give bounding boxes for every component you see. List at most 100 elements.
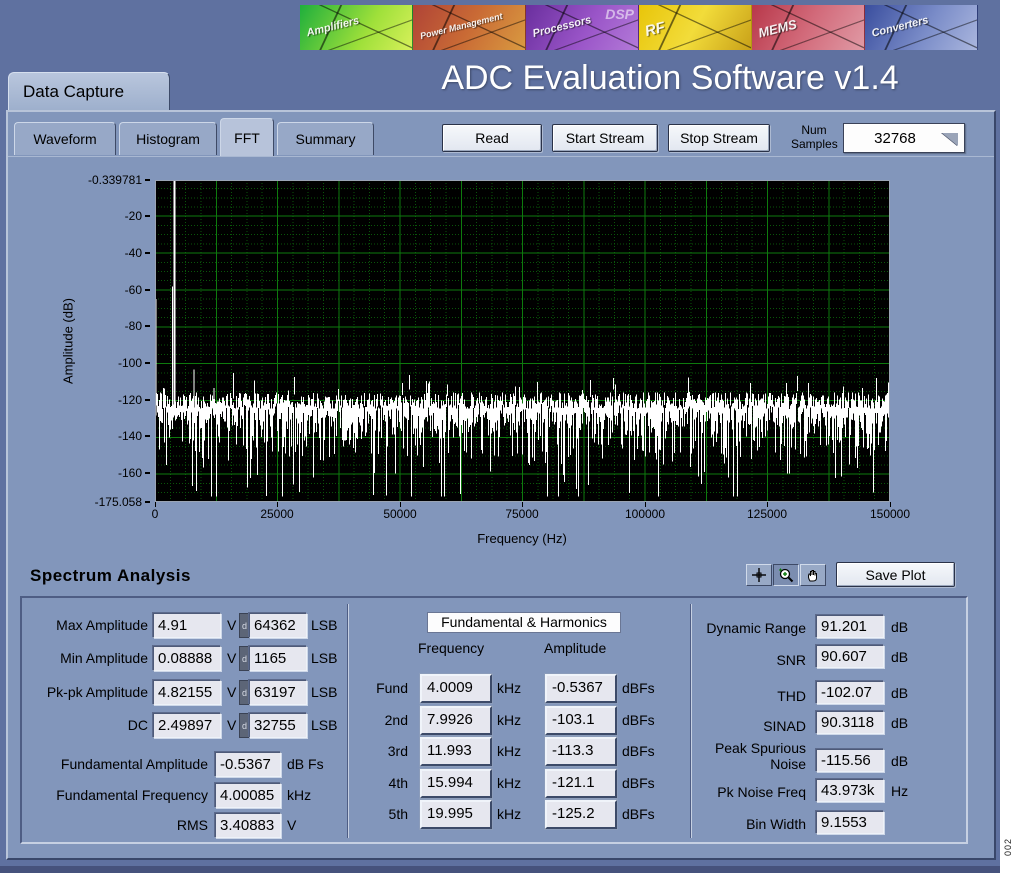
h3-frequency-value: 11.993 xyxy=(420,737,492,766)
h3-row-label: 3rd xyxy=(387,743,408,759)
x-tick: 25000 xyxy=(242,502,312,522)
db-unit: dB xyxy=(891,715,909,731)
app-window: Amplifiers Power Management DSP Processor… xyxy=(0,0,1000,873)
tab-histogram[interactable]: Histogram xyxy=(119,122,217,155)
radix-indicator: d xyxy=(239,613,249,638)
banner-tile-label: Amplifiers xyxy=(305,14,361,40)
thd-label: THD xyxy=(777,688,806,704)
volts-unit: V xyxy=(227,717,237,733)
snr-value: 90.607 xyxy=(816,645,884,668)
product-banner: Amplifiers Power Management DSP Processor… xyxy=(300,5,978,50)
pan-tool-button[interactable] xyxy=(800,564,826,586)
khz-unit: kHz xyxy=(497,712,522,728)
min-amplitude-label: Min Amplitude xyxy=(60,650,148,666)
num-samples-dropdown[interactable]: 32768 xyxy=(843,123,965,153)
bin-width-label: Bin Width xyxy=(746,816,806,832)
hz-unit: Hz xyxy=(891,783,909,799)
frequency-column-header: Frequency xyxy=(418,640,485,656)
lsb-unit: LSB xyxy=(311,717,338,733)
cursor-tool-button[interactable] xyxy=(746,564,772,586)
banner-tile-processors: DSP Processors xyxy=(526,5,639,50)
banner-tile-label: MEMS xyxy=(756,16,799,41)
pk-noise-freq-value: 43.973k xyxy=(816,779,884,802)
max-amplitude-volts-value: 4.91 xyxy=(153,613,221,638)
dc-volts-value: 2.49897 xyxy=(153,713,221,738)
dc-lsb-value: 32755 xyxy=(249,713,307,738)
zoom-tool-button[interactable] xyxy=(773,564,799,586)
sinad-label: SINAD xyxy=(763,718,806,734)
h4-row-label: 4th xyxy=(388,775,408,791)
column-divider xyxy=(347,604,349,838)
bin-width-value: 9.1553 xyxy=(816,811,884,834)
pk-noise-freq-label: Pk Noise Freq xyxy=(717,784,806,800)
num-samples-label-line1: Num xyxy=(801,123,827,137)
dbfs-unit: dB Fs xyxy=(287,756,324,772)
dynamic-range-label: Dynamic Range xyxy=(706,620,806,636)
fundamental-amplitude-label: Fundamental Amplitude xyxy=(60,756,208,772)
dynamic-range-value: 91.201 xyxy=(816,615,884,638)
h5-frequency-value: 19.995 xyxy=(420,800,492,829)
fund-frequency-value: 4.0009 xyxy=(420,674,492,703)
fft-plot[interactable] xyxy=(155,180,890,502)
fundamental-amplitude-value: -0.5367 xyxy=(215,752,281,777)
num-samples-label-line2: Samples xyxy=(791,137,838,151)
h4-amplitude-value: -121.1 xyxy=(545,769,617,798)
num-samples-value: 32768 xyxy=(874,129,916,147)
fund-row-label: Fund xyxy=(376,680,408,696)
peak-spurious-noise-value: -115.56 xyxy=(816,749,884,772)
amplitude-column-header: Amplitude xyxy=(544,640,607,656)
lsb-unit: LSB xyxy=(311,650,338,666)
pkpk-amplitude-lsb-value: 63197 xyxy=(249,680,307,705)
min-amplitude-lsb-value: 1165 xyxy=(249,646,307,671)
x-tick: 125000 xyxy=(732,502,802,522)
db-unit: dB xyxy=(891,753,909,769)
banner-tile-label: Power Management xyxy=(419,10,504,42)
tab-waveform[interactable]: Waveform xyxy=(14,122,116,155)
db-unit: dB xyxy=(891,619,909,635)
dbfs-unit: dBFs xyxy=(622,712,655,728)
tab-data-capture[interactable]: Data Capture xyxy=(8,72,170,112)
y-tick: -60 xyxy=(54,282,150,298)
figure-number-label: 002 xyxy=(1003,838,1013,857)
lsb-unit: LSB xyxy=(311,617,338,633)
tab-summary[interactable]: Summary xyxy=(277,122,374,155)
max-amplitude-lsb-value: 64362 xyxy=(249,613,307,638)
volts-unit: V xyxy=(227,650,237,666)
fundamental-frequency-value: 4.00085 xyxy=(215,783,281,808)
banner-tile-sub-label: DSP xyxy=(605,6,634,22)
dropdown-arrow-icon xyxy=(942,133,958,146)
h5-row-label: 5th xyxy=(388,806,408,822)
dbfs-unit: dBFs xyxy=(622,806,655,822)
banner-tile-converters: Converters xyxy=(865,5,978,50)
save-plot-button[interactable]: Save Plot xyxy=(836,562,955,587)
banner-tile-mems: MEMS xyxy=(752,5,865,50)
x-tick: 0 xyxy=(120,502,190,522)
tab-fft[interactable]: FFT xyxy=(220,118,274,156)
radix-indicator: d xyxy=(239,646,249,671)
spectrum-analysis-group xyxy=(20,596,968,844)
y-tick: -175.058 xyxy=(54,494,150,510)
volts-unit: V xyxy=(227,684,237,700)
banner-tile-rf: RF xyxy=(639,5,752,50)
x-tick: 50000 xyxy=(365,502,435,522)
h5-amplitude-value: -125.2 xyxy=(545,800,617,829)
khz-unit: kHz xyxy=(497,743,522,759)
y-tick: -140 xyxy=(54,428,150,444)
volts-unit: V xyxy=(227,617,237,633)
khz-unit: kHz xyxy=(287,787,312,803)
y-tick: -160 xyxy=(54,465,150,481)
pkpk-amplitude-label: Pk-pk Amplitude xyxy=(46,684,148,700)
fund-amplitude-value: -0.5367 xyxy=(545,674,617,703)
stop-stream-button[interactable]: Stop Stream xyxy=(668,124,770,152)
x-tick: 150000 xyxy=(855,502,925,522)
y-tick: -0.339781 xyxy=(54,172,150,188)
db-unit: dB xyxy=(891,649,909,665)
khz-unit: kHz xyxy=(497,775,522,791)
x-tick: 75000 xyxy=(487,502,557,522)
start-stream-button[interactable]: Start Stream xyxy=(552,124,658,152)
h2-row-label: 2nd xyxy=(384,712,408,728)
db-unit: dB xyxy=(891,685,909,701)
crosshair-icon xyxy=(752,568,766,582)
dbfs-unit: dBFs xyxy=(622,743,655,759)
read-button[interactable]: Read xyxy=(442,124,542,152)
